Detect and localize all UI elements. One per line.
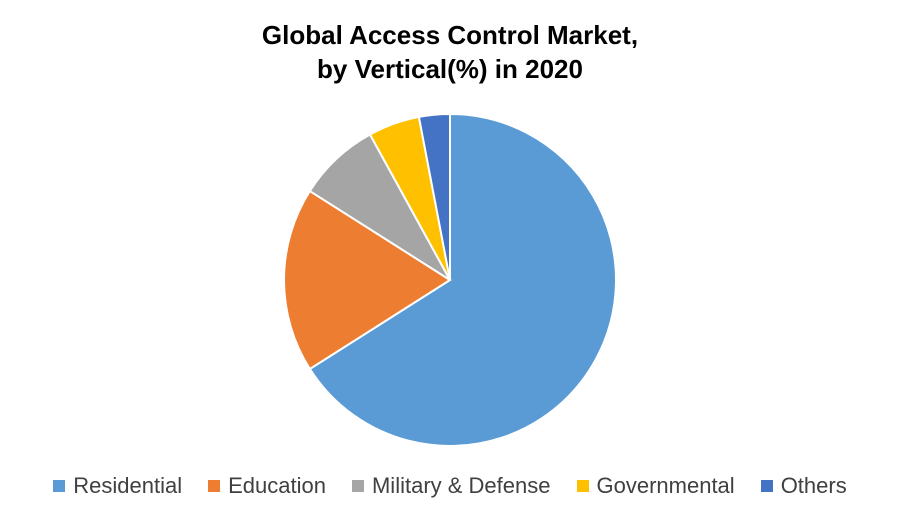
legend-item-education: Education bbox=[208, 473, 326, 499]
legend-item-governmental: Governmental bbox=[576, 473, 735, 499]
legend-swatch-military-defense bbox=[351, 480, 364, 492]
legend-label-military-defense: Military & Defense bbox=[371, 473, 551, 498]
chart-title: Global Access Control Market, by Vertica… bbox=[0, 18, 900, 86]
legend-label-others: Others bbox=[780, 473, 847, 498]
pie-chart bbox=[283, 112, 617, 447]
chart-title-line-1: Global Access Control Market, bbox=[261, 20, 639, 50]
pie-slice-others bbox=[417, 112, 451, 281]
legend-item-residential: Residential bbox=[53, 473, 182, 499]
legend-label-education: Education bbox=[228, 473, 326, 498]
legend-label-governmental: Governmental bbox=[596, 473, 735, 498]
legend-label-residential: Residential bbox=[73, 473, 183, 498]
legend-swatch-education bbox=[208, 480, 221, 492]
legend: Residential Education Military & Defense Go… bbox=[0, 470, 900, 502]
legend-item-military-defense: Military & Defense bbox=[351, 473, 551, 499]
legend-swatch-governmental bbox=[576, 480, 589, 492]
legend-swatch-residential bbox=[53, 480, 66, 492]
legend-item-others: Others bbox=[760, 473, 847, 499]
pie-slice-residential bbox=[308, 112, 617, 447]
pie-slice-education bbox=[283, 189, 452, 371]
legend-swatch-others bbox=[760, 480, 773, 492]
chart-title-line-2: by Vertical(%) in 2020 bbox=[317, 54, 583, 84]
